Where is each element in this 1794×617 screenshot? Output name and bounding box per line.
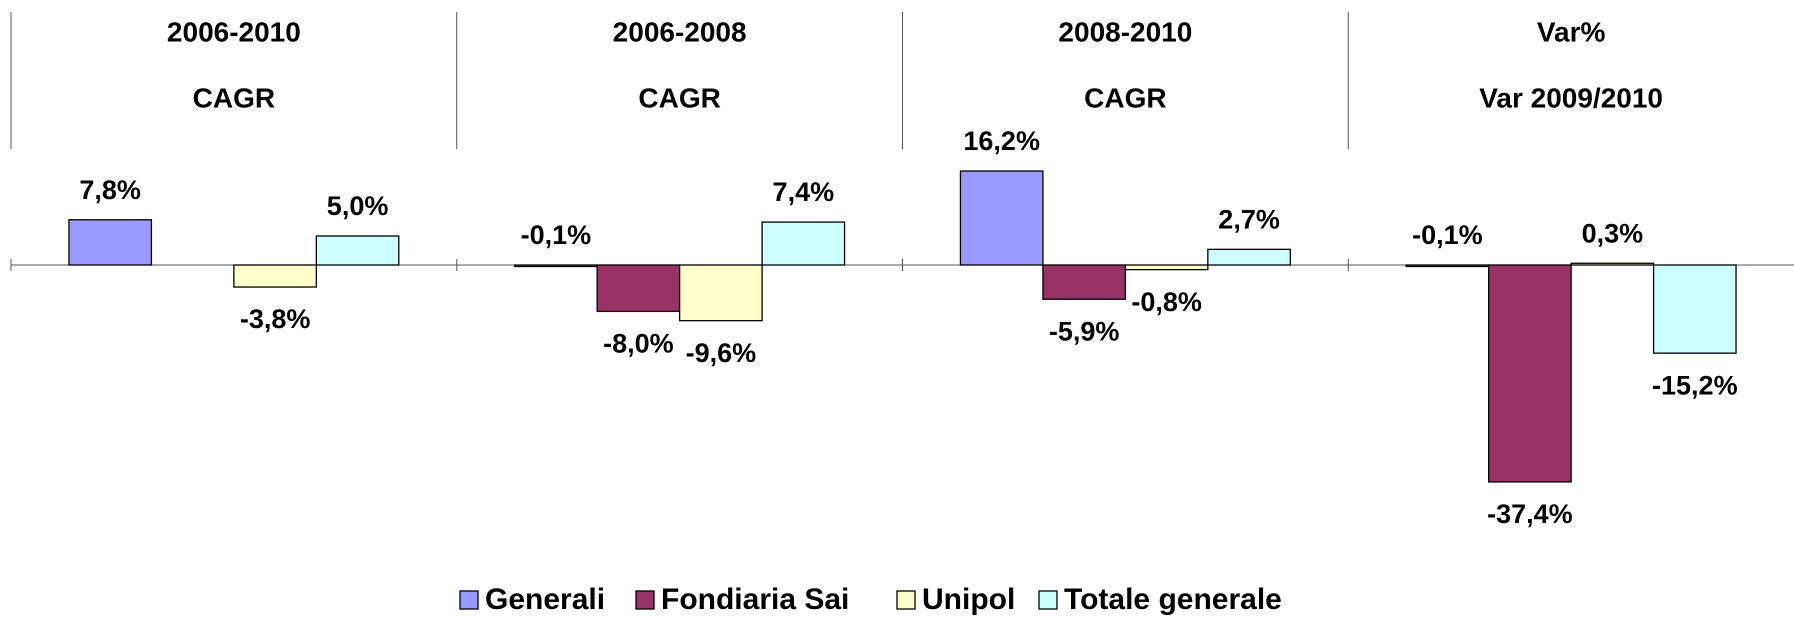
bar <box>596 264 681 313</box>
data-label: -3,8% <box>240 304 311 334</box>
bar <box>68 219 153 266</box>
data-label: 5,0% <box>327 191 389 221</box>
group-subheader: CAGR <box>1084 82 1166 113</box>
legend-swatch <box>635 590 655 610</box>
data-label: 7,8% <box>79 175 141 205</box>
bar <box>1124 264 1209 271</box>
bar <box>959 170 1044 266</box>
bar <box>678 264 763 322</box>
data-label: -9,6% <box>686 338 757 368</box>
legend-label: Unipol <box>922 583 1015 616</box>
legend-label: Fondiaria Sai <box>661 583 849 616</box>
bar <box>233 264 317 288</box>
group-subheader: Var 2009/2010 <box>1479 82 1663 113</box>
group-header: 2008-2010 <box>1058 16 1192 47</box>
data-label: 0,3% <box>1582 218 1644 248</box>
bar <box>1405 264 1490 268</box>
bar <box>1652 264 1737 354</box>
bar <box>1570 262 1655 266</box>
data-label: -37,4% <box>1487 499 1573 529</box>
data-label: -15,2% <box>1652 370 1738 400</box>
bar <box>514 264 598 268</box>
legend-swatch <box>896 590 916 610</box>
bar <box>1207 248 1291 266</box>
bar <box>315 235 400 266</box>
group-subheader: CAGR <box>638 82 720 113</box>
bar <box>1042 264 1127 300</box>
legend-swatch <box>459 590 479 610</box>
bar <box>761 221 846 266</box>
data-label: 16,2% <box>963 126 1040 156</box>
data-label: 7,4% <box>773 177 835 207</box>
data-label: 2,7% <box>1218 204 1280 234</box>
data-label: -0,8% <box>1131 287 1202 317</box>
bar <box>1488 264 1572 483</box>
data-label: -8,0% <box>603 329 674 359</box>
data-label: -0,1% <box>1412 220 1483 250</box>
legend-label: Generali <box>485 583 605 616</box>
group-header: Var% <box>1537 16 1606 47</box>
legend-label: Totale generale <box>1064 583 1282 616</box>
data-label: -0,1% <box>521 220 592 250</box>
group-header: 2006-2010 <box>167 16 301 47</box>
group-subheader: CAGR <box>193 82 275 113</box>
group-header: 2006-2008 <box>613 16 747 47</box>
data-label: -5,9% <box>1049 316 1120 346</box>
legend-swatch <box>1038 590 1058 610</box>
